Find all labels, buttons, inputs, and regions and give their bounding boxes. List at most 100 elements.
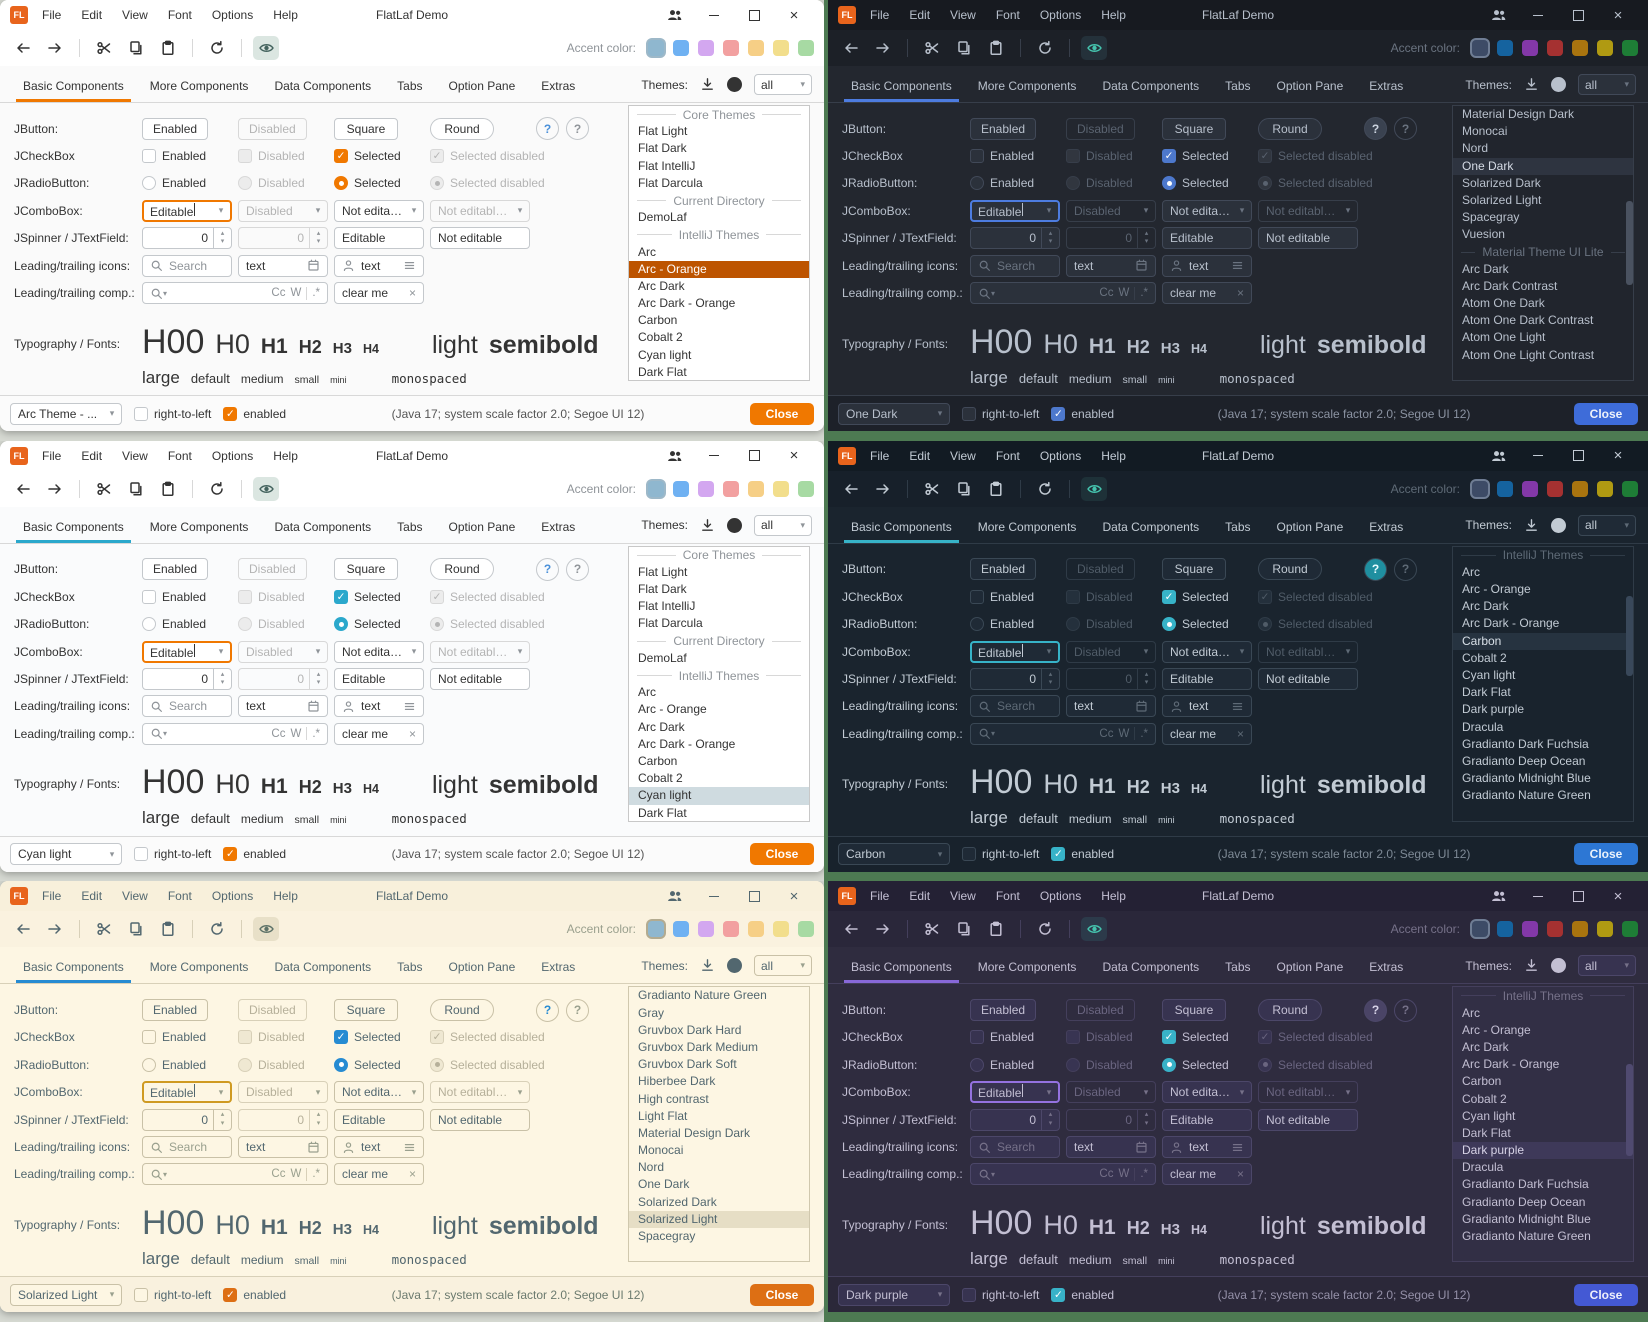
- theme-list-item[interactable]: Carbon: [638, 753, 678, 768]
- theme-list-item[interactable]: Arc: [638, 685, 656, 700]
- accent-swatch-0[interactable]: [1472, 921, 1488, 938]
- enabled-checkbox[interactable]: ✓ enabled: [223, 1287, 286, 1302]
- round-button[interactable]: Round: [430, 117, 494, 140]
- theme-list-item[interactable]: Spacegray: [638, 1229, 696, 1243]
- clear-me-field[interactable]: clear me ×: [334, 722, 424, 745]
- github-icon[interactable]: [727, 958, 742, 974]
- menu-item-options[interactable]: Options: [211, 448, 254, 463]
- checkbox-enabled[interactable]: Enabled: [142, 149, 232, 164]
- menu-item-options[interactable]: Options: [1039, 889, 1082, 904]
- menu-item-edit[interactable]: Edit: [81, 8, 103, 22]
- accent-swatch-1[interactable]: [1497, 480, 1513, 497]
- help-button[interactable]: ?: [536, 117, 559, 141]
- theme-list-item[interactable]: High contrast: [638, 1091, 709, 1106]
- copy-icon[interactable]: [951, 477, 977, 501]
- tab-more-components[interactable]: More Components: [977, 519, 1077, 534]
- theme-list-item[interactable]: Gray: [638, 1005, 665, 1020]
- tab-basic-components[interactable]: Basic Components: [10, 960, 137, 984]
- theme-list-item[interactable]: Arc Dark: [638, 278, 685, 293]
- accent-swatch-2[interactable]: [698, 40, 714, 56]
- search-dropdown-icon[interactable]: ▾: [150, 727, 167, 740]
- paste-icon[interactable]: [983, 917, 1009, 941]
- tab-tabs[interactable]: Tabs: [397, 79, 423, 93]
- radio-selected[interactable]: Selected: [1162, 617, 1252, 632]
- accent-swatch-5[interactable]: [773, 40, 789, 56]
- eye-toggle-icon[interactable]: [1081, 36, 1107, 60]
- theme-list-item[interactable]: Gradianto Midnight Blue: [1462, 1211, 1591, 1226]
- search-field[interactable]: Search: [142, 254, 232, 277]
- cut-icon[interactable]: [91, 36, 117, 60]
- square-button[interactable]: Square: [1162, 999, 1226, 1022]
- help-button[interactable]: ?: [536, 998, 559, 1022]
- list-icon[interactable]: [1231, 1141, 1244, 1154]
- theme-list-item[interactable]: Cyan light: [1462, 668, 1516, 682]
- accent-swatch-5[interactable]: [773, 480, 789, 497]
- github-icon[interactable]: [1551, 77, 1566, 92]
- tab-option-pane[interactable]: Option Pane: [448, 519, 516, 534]
- spinner-arrows[interactable]: ▴ ▾: [213, 1109, 231, 1130]
- search-field[interactable]: Search: [970, 1136, 1060, 1159]
- scrollbar-thumb[interactable]: [1626, 1064, 1633, 1157]
- list-icon[interactable]: [403, 700, 416, 713]
- radio-enabled[interactable]: Enabled: [970, 1057, 1060, 1072]
- refresh-icon[interactable]: [204, 917, 230, 941]
- accent-swatch-4[interactable]: [1572, 921, 1588, 938]
- tab-option-pane[interactable]: Option Pane: [1276, 960, 1344, 975]
- search-dropdown-icon[interactable]: ▾: [978, 727, 995, 740]
- checkbox-selected[interactable]: ✓ Selected: [334, 1030, 424, 1045]
- accent-swatch-6[interactable]: [798, 921, 814, 938]
- tab-tabs[interactable]: Tabs: [1225, 79, 1251, 93]
- scrollbar-thumb[interactable]: [1626, 595, 1633, 676]
- right-to-left-checkbox[interactable]: right-to-left: [134, 847, 211, 862]
- users-icon[interactable]: [1478, 882, 1518, 910]
- enabled-button[interactable]: Enabled: [142, 999, 209, 1022]
- date-field[interactable]: text: [238, 695, 328, 718]
- theme-list-item[interactable]: Arc - Orange: [1462, 582, 1531, 597]
- eye-toggle-icon[interactable]: [1081, 476, 1107, 501]
- tab-option-pane[interactable]: Option Pane: [1276, 79, 1344, 93]
- theme-list-item[interactable]: Cobalt 2: [1462, 1091, 1507, 1106]
- enabled-button[interactable]: Enabled: [970, 999, 1037, 1022]
- theme-selector-combobox[interactable]: Dark purple ▾: [838, 1283, 950, 1306]
- theme-list-item[interactable]: Gradianto Nature Green: [1462, 788, 1591, 803]
- close-button[interactable]: Close: [1574, 402, 1638, 425]
- checkbox-selected[interactable]: ✓ Selected: [1162, 149, 1252, 164]
- match-case-icon[interactable]: Cc: [1099, 287, 1114, 300]
- forward-button[interactable]: [870, 917, 896, 941]
- user-list-field[interactable]: text: [334, 1136, 424, 1159]
- match-case-icon[interactable]: Cc: [271, 1168, 286, 1181]
- list-icon[interactable]: [1231, 259, 1244, 272]
- match-case-icon[interactable]: Cc: [271, 287, 286, 300]
- accent-swatch-0[interactable]: [1472, 40, 1488, 56]
- whole-words-icon[interactable]: W: [1118, 727, 1130, 740]
- menu-item-font[interactable]: Font: [167, 889, 192, 904]
- tab-option-pane[interactable]: Option Pane: [448, 960, 516, 975]
- menu-item-view[interactable]: View: [122, 8, 148, 22]
- theme-list-item[interactable]: Light Flat: [638, 1108, 688, 1123]
- round-button[interactable]: Round: [1258, 117, 1322, 140]
- accent-swatch-3[interactable]: [723, 921, 739, 938]
- scrollbar-thumb[interactable]: [1626, 201, 1633, 285]
- accent-swatch-2[interactable]: [1522, 40, 1538, 56]
- refresh-icon[interactable]: [1032, 917, 1058, 941]
- theme-list-item[interactable]: Gruvbox Dark Soft: [638, 1057, 737, 1072]
- forward-button[interactable]: [42, 477, 68, 501]
- date-field[interactable]: text: [238, 254, 328, 277]
- back-button[interactable]: [838, 36, 864, 60]
- clear-me-field[interactable]: clear me ×: [1162, 1163, 1252, 1186]
- tab-extras[interactable]: Extras: [1369, 519, 1404, 534]
- tab-extras[interactable]: Extras: [1369, 960, 1404, 975]
- menu-item-options[interactable]: Options: [1039, 8, 1082, 22]
- cut-icon[interactable]: [91, 917, 117, 941]
- accent-swatch-2[interactable]: [698, 480, 714, 497]
- enabled-checkbox[interactable]: ✓ enabled: [1051, 406, 1114, 421]
- menu-item-view[interactable]: View: [950, 8, 976, 22]
- theme-list-item[interactable]: Material Design Dark: [1462, 107, 1575, 121]
- accent-swatch-6[interactable]: [798, 40, 814, 56]
- theme-list-item[interactable]: Arc Dark - Orange: [1462, 616, 1560, 631]
- enabled-checkbox[interactable]: ✓ enabled: [1051, 847, 1114, 862]
- theme-list-item[interactable]: Arc - Orange: [629, 260, 809, 278]
- menu-item-font[interactable]: Font: [995, 8, 1020, 22]
- theme-list-item[interactable]: Atom One Light: [1462, 330, 1546, 345]
- radio-enabled[interactable]: Enabled: [142, 617, 232, 632]
